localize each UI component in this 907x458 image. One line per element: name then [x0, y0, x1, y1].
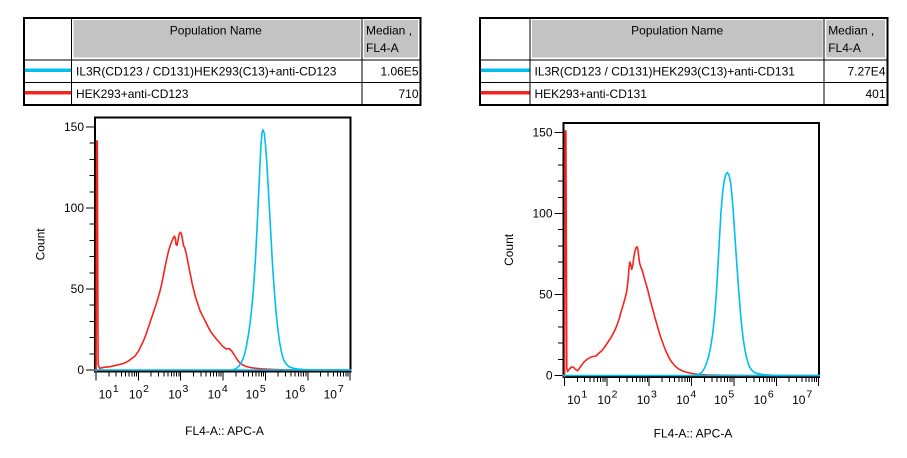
svg-text:5: 5: [728, 388, 734, 400]
svg-text:FL4-A:: APC-A: FL4-A:: APC-A: [185, 424, 264, 438]
svg-text:100: 100: [532, 207, 552, 221]
svg-text:Population Name: Population Name: [170, 24, 262, 38]
svg-text:FL4-A:: APC-A: FL4-A:: APC-A: [654, 427, 733, 441]
svg-text:2: 2: [612, 388, 618, 400]
svg-text:0: 0: [546, 369, 553, 383]
svg-text:1: 1: [581, 388, 587, 400]
svg-text:Median ,: Median ,: [366, 24, 412, 38]
svg-text:7: 7: [806, 388, 812, 400]
svg-text:10: 10: [168, 387, 182, 401]
svg-text:6: 6: [299, 383, 305, 395]
svg-text:IL3R(CD123 / CD131)HEK293(C13): IL3R(CD123 / CD131)HEK293(C13)+anti-CD13…: [535, 65, 796, 79]
svg-text:5: 5: [260, 383, 266, 395]
svg-text:150: 150: [64, 120, 84, 134]
svg-text:10: 10: [714, 393, 728, 407]
svg-text:10: 10: [99, 387, 113, 401]
svg-text:10: 10: [246, 387, 260, 401]
svg-text:Median ,: Median ,: [828, 24, 874, 38]
svg-text:10: 10: [324, 387, 338, 401]
svg-text:3: 3: [651, 388, 657, 400]
svg-text:2: 2: [143, 383, 149, 395]
svg-text:10: 10: [285, 387, 299, 401]
svg-text:1: 1: [113, 383, 119, 395]
svg-text:10: 10: [208, 387, 222, 401]
svg-text:FL4-A: FL4-A: [828, 41, 861, 55]
svg-text:Count: Count: [34, 228, 48, 261]
svg-text:10: 10: [567, 393, 581, 407]
svg-text:10: 10: [676, 393, 690, 407]
svg-text:0: 0: [77, 363, 84, 377]
svg-text:50: 50: [71, 282, 85, 296]
svg-text:3: 3: [182, 383, 188, 395]
svg-text:10: 10: [597, 393, 611, 407]
svg-text:6: 6: [768, 388, 774, 400]
svg-text:710: 710: [398, 87, 418, 101]
svg-text:HEK293+anti-CD131: HEK293+anti-CD131: [535, 87, 648, 101]
svg-text:4: 4: [690, 388, 696, 400]
svg-text:1.06E5: 1.06E5: [380, 65, 418, 79]
svg-text:401: 401: [865, 87, 885, 101]
svg-text:4: 4: [222, 383, 228, 395]
svg-text:10: 10: [792, 393, 806, 407]
svg-text:150: 150: [532, 126, 552, 140]
svg-text:10: 10: [637, 393, 651, 407]
svg-text:10: 10: [754, 393, 768, 407]
svg-text:HEK293+anti-CD123: HEK293+anti-CD123: [76, 87, 189, 101]
svg-text:10: 10: [129, 387, 143, 401]
svg-text:Count: Count: [502, 233, 516, 266]
svg-text:7: 7: [338, 383, 344, 395]
svg-text:Population Name: Population Name: [631, 24, 723, 38]
svg-text:100: 100: [64, 201, 84, 215]
svg-text:7.27E4: 7.27E4: [847, 65, 885, 79]
svg-text:FL4-A: FL4-A: [366, 41, 399, 55]
svg-text:50: 50: [539, 288, 553, 302]
svg-text:IL3R(CD123 / CD131)HEK293(C13): IL3R(CD123 / CD131)HEK293(C13)+anti-CD12…: [76, 65, 337, 79]
